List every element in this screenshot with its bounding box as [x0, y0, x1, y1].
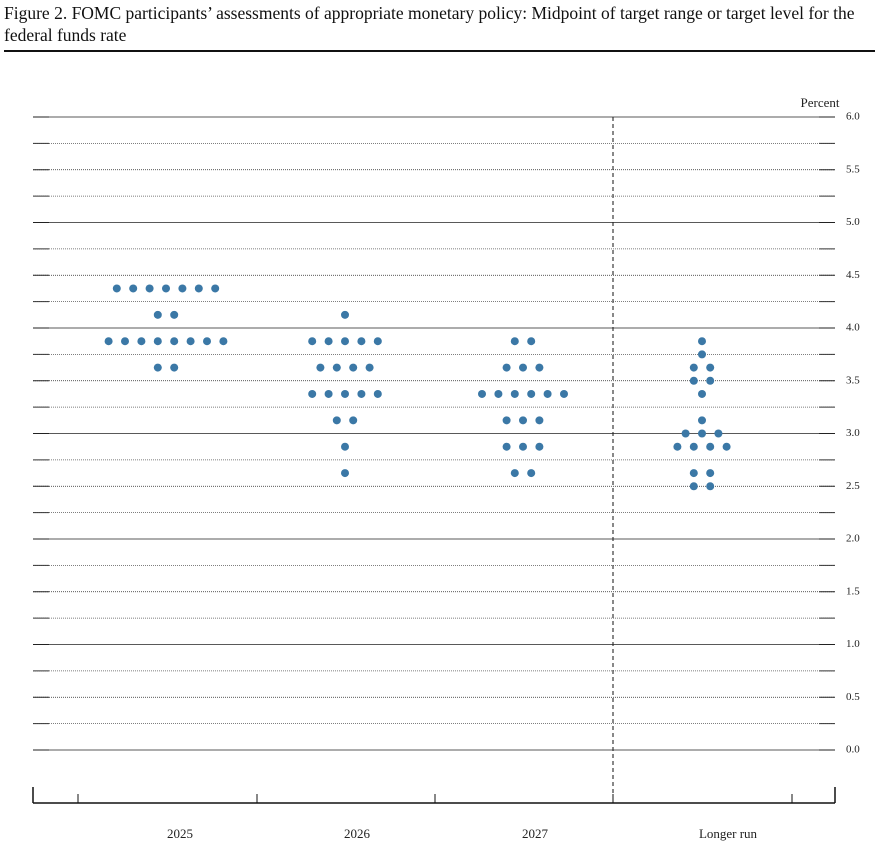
dot: [341, 337, 349, 346]
dot: [153, 363, 162, 372]
dot: [332, 363, 341, 372]
dot: [170, 310, 179, 319]
dot: [510, 469, 519, 478]
dot: [153, 310, 162, 319]
dot: [535, 416, 544, 425]
dot: [519, 363, 527, 372]
dot: [502, 442, 511, 451]
dot: [137, 337, 146, 346]
y-tick-label: 5.5: [846, 163, 860, 175]
dot: [349, 363, 358, 372]
dot: [341, 442, 349, 451]
dot: [722, 442, 731, 451]
y-tick-label: 1.5: [846, 585, 860, 597]
dot: [698, 337, 706, 346]
dot: [519, 416, 527, 425]
dot: [502, 363, 511, 372]
y-tick-label: 2.5: [846, 480, 860, 492]
dot: [219, 337, 228, 346]
dot: [698, 416, 706, 425]
dot: [153, 337, 162, 346]
dot: [324, 389, 333, 398]
dot: [145, 284, 154, 293]
dot: [211, 284, 220, 293]
dot: [706, 469, 715, 478]
y-tick-label: 4.0: [846, 322, 860, 334]
dot: [689, 469, 698, 478]
dot: [698, 429, 706, 438]
y-tick-label: 5.0: [846, 216, 860, 228]
dot: [689, 376, 698, 385]
dot: [706, 482, 715, 491]
dot: [689, 442, 698, 451]
dot: [170, 337, 179, 346]
dot: [698, 389, 706, 398]
dot: [308, 389, 317, 398]
x-tick-label: 2025: [167, 826, 193, 841]
dot: [332, 416, 341, 425]
dot: [349, 416, 358, 425]
x-tick-label: 2027: [522, 826, 549, 841]
y-tick-label: 2.0: [846, 533, 860, 545]
dot: [112, 284, 121, 293]
dot: [203, 337, 211, 346]
title-rule: [4, 50, 875, 52]
dot: [706, 363, 715, 372]
dot: [365, 363, 374, 372]
dot: [673, 442, 682, 451]
dot: [689, 482, 698, 491]
dot: [170, 363, 179, 372]
chart-title: Figure 2. FOMC participants’ assessments…: [4, 3, 855, 45]
dot: [714, 429, 723, 438]
y-tick-label: 3.5: [846, 374, 860, 386]
dot: [341, 389, 349, 398]
dot: [357, 389, 366, 398]
dot: [543, 389, 552, 398]
dot: [527, 337, 536, 346]
dot: [560, 389, 568, 398]
dot: [129, 284, 138, 293]
y-tick-label: 1.0: [846, 638, 860, 650]
dot: [519, 442, 527, 451]
dot: [698, 350, 706, 359]
y-axis-label: Percent: [801, 95, 840, 110]
dot: [373, 389, 382, 398]
y-tick-label: 0.0: [846, 744, 860, 756]
dot: [494, 389, 503, 398]
dot: [535, 363, 544, 372]
dot: [357, 337, 366, 346]
dot: [186, 337, 195, 346]
dot: [535, 442, 544, 451]
dot: [341, 310, 349, 319]
dot: [478, 389, 486, 398]
dot: [194, 284, 203, 293]
dot: [308, 337, 317, 346]
dot: [510, 337, 519, 346]
dot: [706, 442, 715, 451]
dot: [316, 363, 325, 372]
dot: [527, 389, 536, 398]
dot: [324, 337, 333, 346]
dot: [706, 376, 715, 385]
dot: [178, 284, 187, 293]
dot: [162, 284, 170, 293]
dot: [681, 429, 690, 438]
y-tick-label: 0.5: [846, 691, 860, 703]
dot: [104, 337, 113, 346]
x-tick-label: 2026: [344, 826, 371, 841]
dot: [373, 337, 382, 346]
x-tick-label: Longer run: [699, 826, 758, 841]
dot: [502, 416, 511, 425]
dot: [689, 363, 698, 372]
dot: [341, 469, 349, 478]
dot: [527, 469, 536, 478]
dot: [510, 389, 519, 398]
y-tick-label: 3.0: [846, 427, 860, 439]
dot: [121, 337, 129, 346]
y-tick-label: 6.0: [846, 111, 860, 123]
y-tick-label: 4.5: [846, 269, 860, 281]
